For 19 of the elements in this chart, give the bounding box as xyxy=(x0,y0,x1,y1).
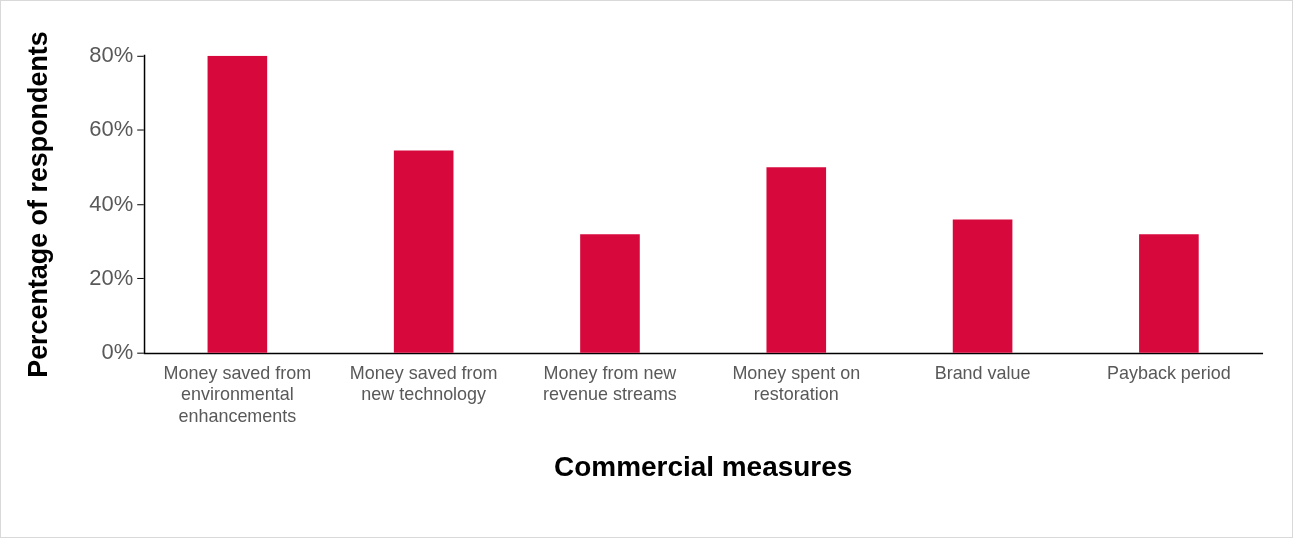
y-tick-label: 40% xyxy=(89,190,134,216)
x-tick-label: Money saved from new technology xyxy=(349,362,498,405)
y-tick-label: 0% xyxy=(101,339,134,365)
x-tick-label: Money spent on restoration xyxy=(732,362,861,405)
bar xyxy=(393,150,454,353)
y-tick-label: 80% xyxy=(89,41,134,67)
bar xyxy=(766,167,827,353)
x-tick-label: Money saved from environmental enhancements xyxy=(163,362,312,426)
bar xyxy=(1139,234,1199,353)
x-tick-label: Payback period xyxy=(1107,362,1231,383)
y-tick-label: 60% xyxy=(89,116,134,142)
x-axis-title: Commercial measures xyxy=(554,451,853,483)
bar xyxy=(580,234,640,353)
bar xyxy=(207,55,268,353)
y-axis-title: Percentage of respondents xyxy=(22,31,53,378)
y-tick-label: 20% xyxy=(89,264,134,290)
bar xyxy=(952,219,1013,353)
x-tick-label: Brand value xyxy=(934,362,1031,383)
x-tick-label: Money from new revenue streams xyxy=(543,362,677,405)
